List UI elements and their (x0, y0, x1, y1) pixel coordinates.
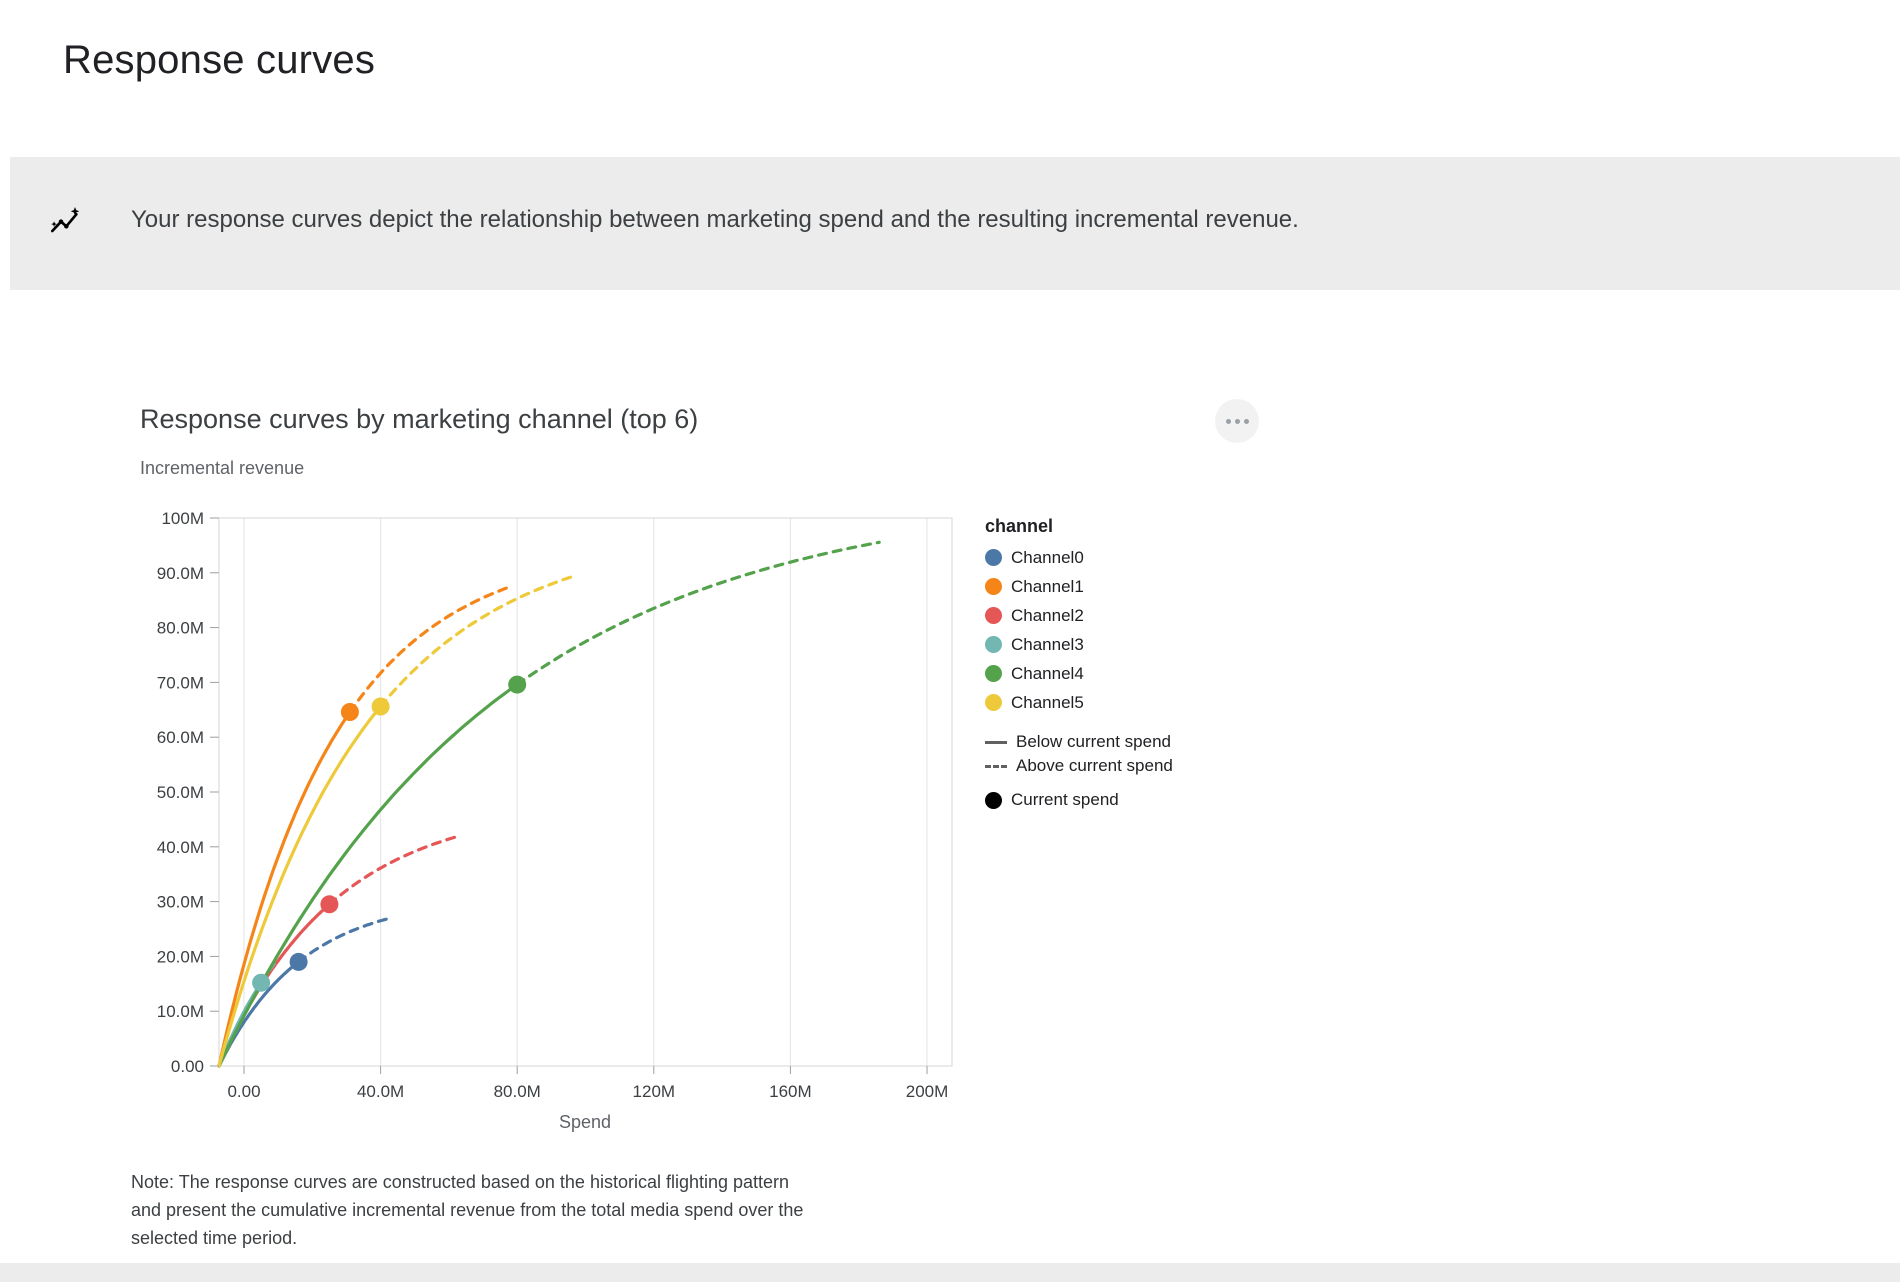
legend-dot-icon (985, 549, 1002, 566)
current-spend-dot-icon (985, 791, 1002, 809)
legend-label: Channel3 (1011, 634, 1084, 654)
curve-dashed-channel2 (327, 834, 461, 906)
legend-item-channel2: Channel2 (985, 601, 1265, 630)
y-tick-label: 70.0M (157, 673, 204, 692)
page-title: Response curves (63, 38, 376, 82)
y-axis-title: Incremental revenue (140, 458, 305, 478)
legend-line-styles: Below current spend Above current spend (985, 730, 1265, 778)
info-banner: Your response curves depict the relation… (10, 157, 1900, 290)
legend-above-current-spend: Above current spend (985, 754, 1265, 778)
response-curves-chart: 0.00 40.0M 80.0M 120M 160M 200M 0.00 10.0M 20.0M… (157, 509, 953, 1132)
legend-label: Above current spend (1016, 756, 1173, 775)
chart-legend: channel Channel0 Channel1 Channel2 Channel3… (985, 515, 1265, 812)
curve-dashed-channel5 (379, 574, 577, 708)
legend-label: Below current spend (1016, 732, 1171, 751)
legend-item-channel5: Channel5 (985, 688, 1265, 717)
legend-dot-icon (985, 578, 1002, 595)
current-spend-dot-channel0 (289, 952, 308, 971)
legend-label: Channel0 (1011, 547, 1084, 567)
chart-note: Note: The response curves are constructe… (131, 1168, 803, 1252)
x-tick-label: 0.00 (227, 1082, 260, 1101)
current-spend-dot-channel3 (252, 973, 271, 992)
y-tick-label: 30.0M (157, 893, 204, 912)
y-tick-label: 0.00 (171, 1057, 204, 1076)
legend-item-channel3: Channel3 (985, 630, 1265, 659)
legend-channel-list: Channel0 Channel1 Channel2 Channel3 Channel4… (985, 543, 1265, 717)
curve-solid-channel4 (217, 682, 519, 1068)
legend-dot-icon (985, 694, 1002, 711)
current-spend-dot-channel5 (371, 697, 390, 716)
x-tick-label: 200M (906, 1082, 949, 1101)
banner-text: Your response curves depict the relation… (131, 206, 1299, 233)
legend-label: Channel5 (1011, 692, 1084, 712)
current-spend-dot-channel1 (340, 703, 359, 721)
curve-solid-channel5 (217, 704, 383, 1068)
chart-title: Response curves by marketing channel (to… (140, 404, 699, 434)
legend-label: Channel2 (1011, 605, 1084, 625)
insights-icon (49, 205, 81, 237)
legend-item-channel0: Channel0 (985, 543, 1265, 572)
note-line: Note: The response curves are constructe… (131, 1172, 790, 1192)
legend-current-spend: Current spend (985, 788, 1265, 812)
y-tick-label: 10.0M (157, 1002, 204, 1021)
legend-label: Channel1 (1011, 576, 1084, 596)
curve-dashed-channel4 (515, 540, 881, 686)
x-axis-title: Spend (559, 1112, 611, 1132)
y-tick-label: 50.0M (157, 783, 204, 802)
dashed-line-sample-icon (985, 764, 1007, 768)
legend-dot-icon (985, 607, 1002, 624)
y-tick-label: 40.0M (157, 838, 204, 857)
solid-line-sample-icon (985, 740, 1007, 744)
y-tick-label: 60.0M (157, 728, 204, 747)
legend-dot-icon (985, 636, 1002, 653)
legend-item-channel4: Channel4 (985, 659, 1265, 688)
y-tick-label: 90.0M (157, 564, 204, 583)
y-tick-label: 100M (161, 509, 204, 528)
current-spend-dot-channel4 (508, 675, 527, 694)
x-tick-label: 40.0M (357, 1082, 404, 1101)
y-tick-label: 20.0M (157, 947, 204, 966)
x-tick-label: 80.0M (494, 1082, 541, 1101)
curve-dashed-channel0 (297, 916, 393, 964)
legend-label: Channel4 (1011, 663, 1084, 683)
chart-options-button[interactable] (1215, 399, 1259, 443)
current-spend-dot-channel2 (320, 895, 339, 914)
curve-solid-channel1 (217, 710, 352, 1068)
legend-label: Current spend (1011, 790, 1119, 809)
legend-dot-icon (985, 665, 1002, 682)
note-line: and present the cumulative incremental r… (131, 1200, 804, 1220)
x-tick-label: 160M (769, 1082, 812, 1101)
footer-strip (0, 1263, 1900, 1282)
legend-item-channel1: Channel1 (985, 572, 1265, 601)
curve-dashed-channel1 (348, 586, 509, 714)
legend-below-current-spend: Below current spend (985, 730, 1265, 754)
note-line: selected time period. (131, 1228, 298, 1248)
legend-header: channel (985, 516, 1054, 536)
x-tick-label: 120M (633, 1082, 676, 1101)
y-tick-label: 80.0M (157, 619, 204, 638)
